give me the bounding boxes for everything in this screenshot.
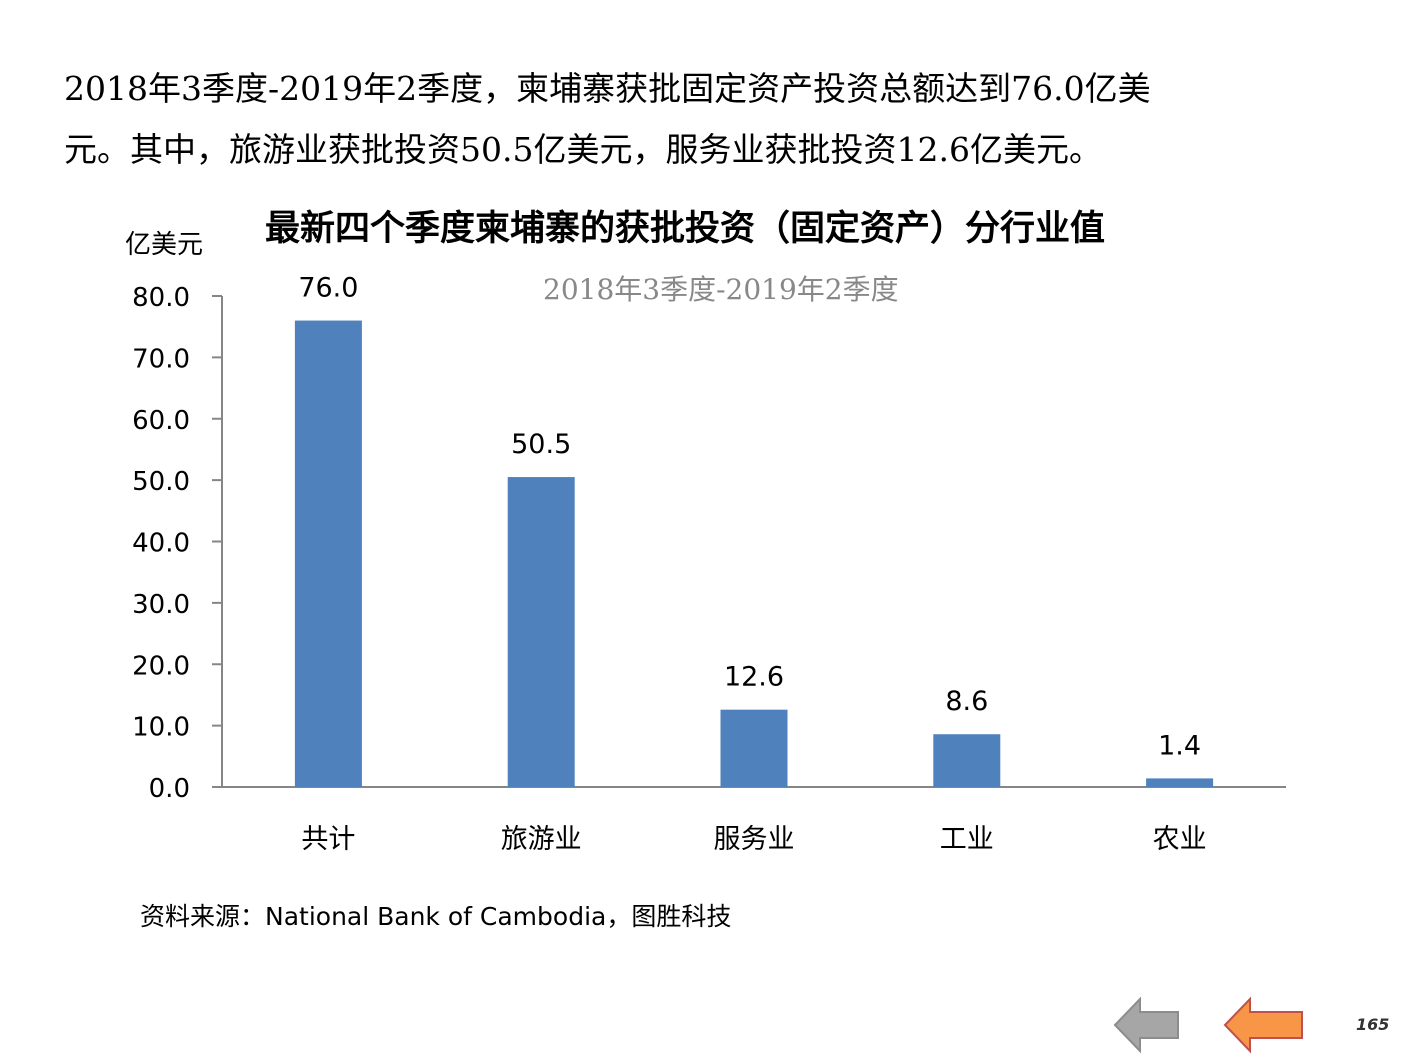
chart-subtitle: 2018年3季度-2019年2季度 [543, 273, 899, 306]
bar-value-label: 12.6 [724, 662, 784, 693]
bar [933, 734, 1001, 787]
next-arrow-button[interactable] [1222, 996, 1306, 1054]
bar-value-label: 8.6 [945, 686, 988, 717]
bar-value-label: 1.4 [1158, 730, 1201, 761]
y-tick-label: 60.0 [132, 406, 190, 436]
back-arrow-button[interactable] [1112, 996, 1182, 1054]
y-tick-label: 80.0 [132, 283, 190, 313]
bar-value-label: 76.0 [298, 273, 358, 304]
y-tick-label: 50.0 [132, 467, 190, 497]
y-axis-unit-label: 亿美元 [125, 230, 204, 260]
y-tick-label: 20.0 [132, 651, 190, 681]
chart-title: 最新四个季度柬埔寨的获批投资（固定资产）分行业值 [265, 209, 1106, 249]
bar [507, 477, 575, 787]
x-category-label: 共计 [301, 824, 355, 855]
intro-line-1: 2018年3季度-2019年2季度，柬埔寨获批固定资产投资总额达到76.0亿美 [64, 69, 1151, 108]
x-category-label: 农业 [1153, 824, 1207, 855]
y-tick-label: 40.0 [132, 529, 190, 559]
y-tick-label: 30.0 [132, 590, 190, 620]
intro-line-2: 元。其中，旅游业获批投资50.5亿美元，服务业获批投资12.6亿美元。 [64, 130, 1102, 169]
y-tick-label: 70.0 [132, 344, 190, 374]
y-tick-label: 0.0 [149, 774, 190, 804]
intro-text: 2018年3季度-2019年2季度，柬埔寨获批固定资产投资总额达到76.0亿美 … [64, 58, 1384, 180]
x-category-label: 工业 [940, 824, 994, 855]
arrow-left-icon [1223, 996, 1303, 1054]
bar [1146, 778, 1214, 787]
x-category-label: 旅游业 [501, 824, 582, 855]
y-tick-label: 10.0 [132, 713, 190, 743]
source-note: 资料来源：National Bank of Cambodia，图胜科技 [140, 902, 732, 931]
x-category-label: 服务业 [714, 824, 795, 855]
bar-chart: 0.0 10.0 20.0 30.0 40.0 50.0 60.0 70.0 80.0 76.0 共… [132, 273, 1286, 855]
arrow-left-icon [1113, 996, 1179, 1054]
bar-value-label: 50.5 [511, 429, 571, 460]
bar [294, 320, 362, 787]
bar [720, 709, 788, 787]
page-number: 165 [1356, 1015, 1390, 1034]
